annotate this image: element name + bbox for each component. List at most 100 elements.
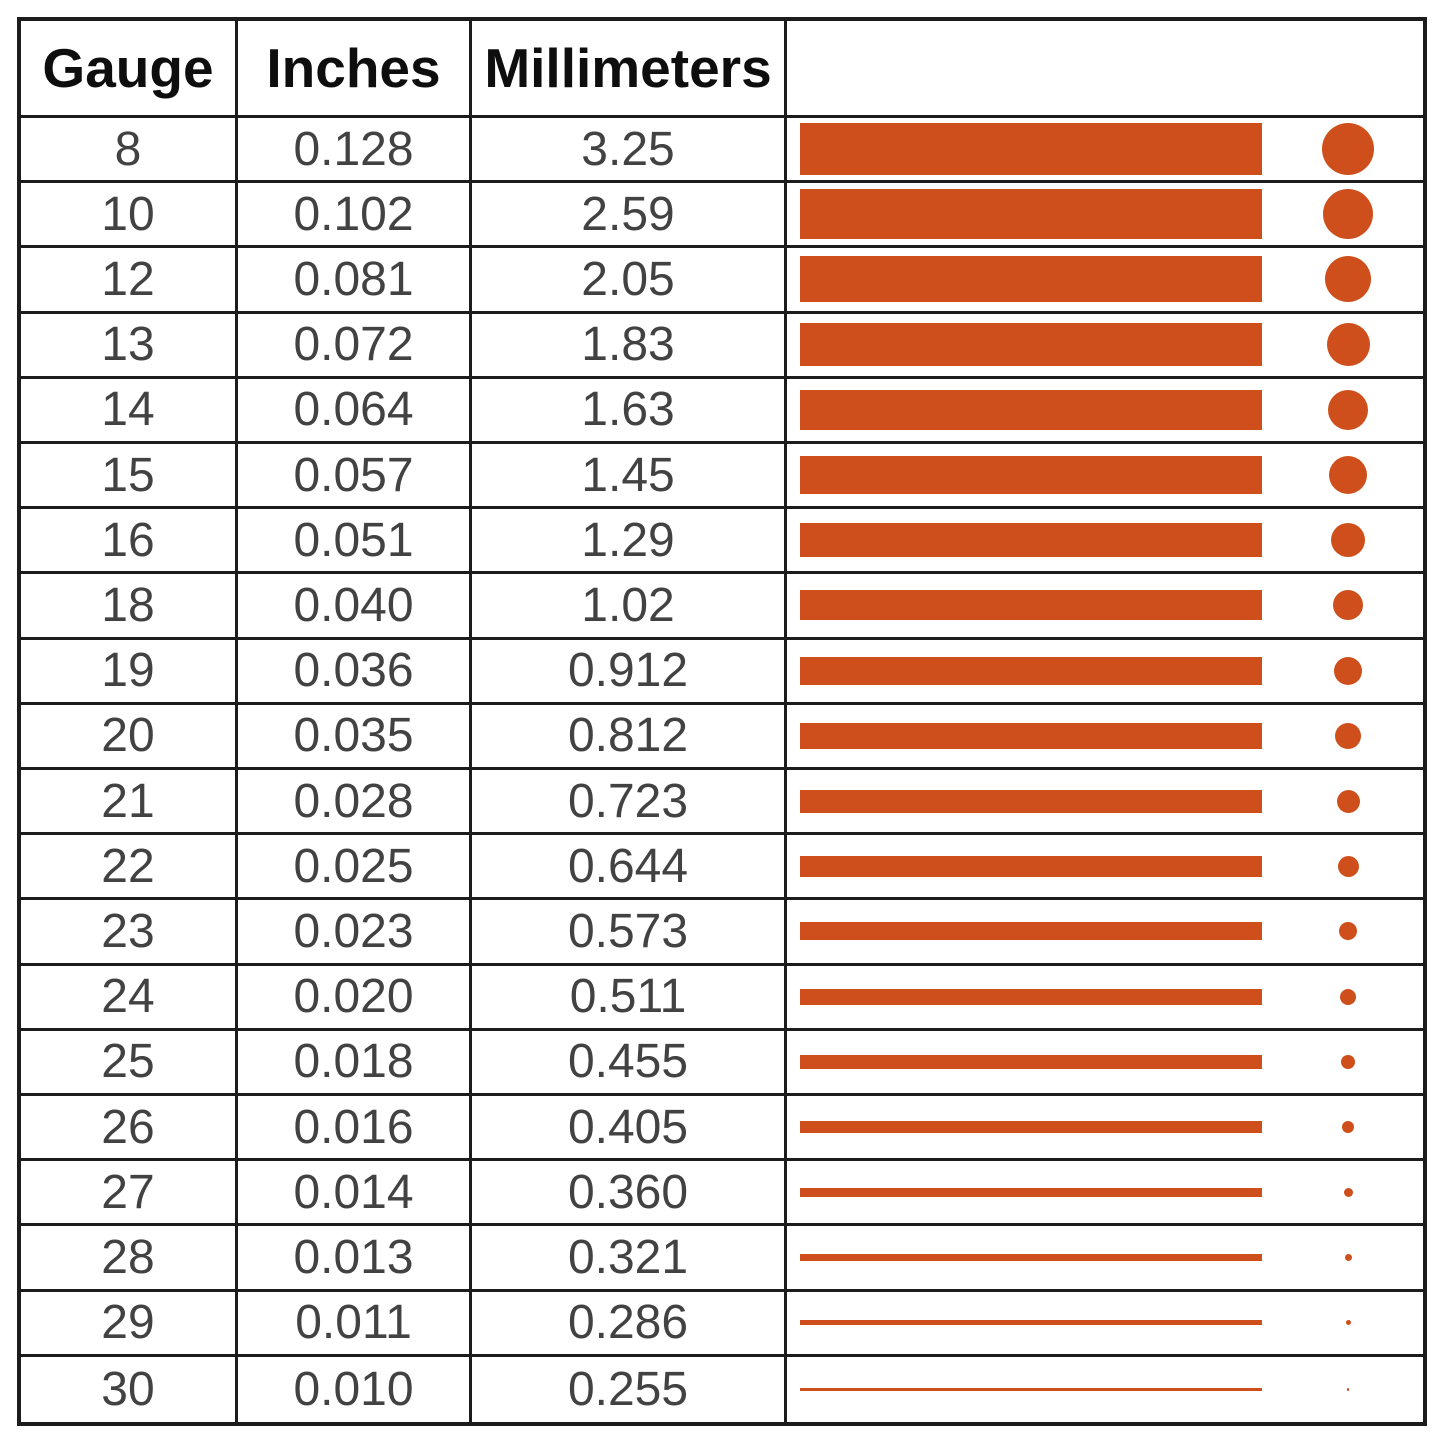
wire-dot-wrapper [1273, 509, 1423, 571]
wire-size-visual-cell [787, 183, 1423, 249]
wire-thickness-bar [800, 1320, 1262, 1326]
gauge-cell: 18 [21, 574, 238, 640]
inches-cell: 0.025 [238, 835, 472, 901]
wire-diameter-dot [1346, 1388, 1350, 1391]
wire-thickness-bar [800, 1054, 1262, 1069]
wire-size-visual-cell [787, 379, 1423, 444]
wire-diameter-dot [1341, 1054, 1355, 1069]
gauge-cell: 10 [21, 183, 238, 249]
wire-thickness-bar [800, 389, 1262, 430]
wire-size-visual-cell [787, 1292, 1423, 1357]
inches-cell: 0.051 [238, 509, 472, 575]
inches-cell: 0.072 [238, 313, 472, 379]
gauge-cell: 14 [21, 378, 238, 444]
wire-dot-wrapper [1273, 1357, 1423, 1422]
inches-cell: 0.014 [238, 1161, 472, 1227]
gauge-cell: 22 [21, 835, 238, 901]
wire-diameter-dot [1322, 123, 1374, 176]
inches-cell: 0.016 [238, 1095, 472, 1162]
millimeters-cell: 1.29 [472, 509, 787, 575]
wire-diameter-dot [1339, 922, 1357, 941]
millimeters-cell: 1.63 [472, 378, 787, 444]
gauge-cell: 15 [21, 443, 238, 510]
millimeters-cell: 1.45 [472, 443, 787, 510]
header-visual-blank [787, 21, 1423, 118]
wire-diameter-dot [1325, 256, 1371, 303]
header-gauge: Gauge [21, 21, 238, 118]
gauge-cell: 26 [21, 1095, 238, 1162]
wire-dot-wrapper [1273, 248, 1423, 310]
inches-cell: 0.036 [238, 639, 472, 705]
wire-dot-wrapper [1273, 966, 1423, 1028]
gauge-cell: 28 [21, 1226, 238, 1292]
wire-diameter-dot [1340, 988, 1356, 1005]
wire-diameter-dot [1344, 1253, 1352, 1261]
wire-dot-wrapper [1273, 1161, 1423, 1223]
wire-diameter-dot [1335, 722, 1361, 749]
gauge-cell: 30 [21, 1356, 238, 1422]
wire-thickness-bar [800, 456, 1262, 495]
millimeters-cell: 2.05 [472, 248, 787, 314]
wire-thickness-bar [800, 189, 1262, 240]
inches-cell: 0.064 [238, 378, 472, 444]
wire-size-visual-cell [787, 1226, 1423, 1292]
wire-thickness-bar [800, 1388, 1262, 1391]
wire-size-visual-cell [787, 705, 1423, 770]
inches-cell: 0.011 [238, 1291, 472, 1357]
wire-thickness-bar [800, 722, 1262, 749]
wire-dot-wrapper [1273, 314, 1423, 376]
millimeters-cell: 3.25 [472, 118, 787, 184]
millimeters-cell: 1.83 [472, 313, 787, 379]
millimeters-cell: 0.286 [472, 1291, 787, 1357]
millimeters-cell: 0.573 [472, 900, 787, 966]
wire-thickness-bar [800, 1187, 1262, 1197]
wire-dot-wrapper [1273, 118, 1423, 180]
gauge-cell: 25 [21, 1030, 238, 1096]
wire-size-visual-cell [787, 1031, 1423, 1096]
wire-size-visual-cell [787, 966, 1423, 1031]
millimeters-cell: 0.360 [472, 1161, 787, 1227]
inches-cell: 0.020 [238, 965, 472, 1031]
wire-thickness-bar [800, 1253, 1262, 1261]
inches-cell: 0.040 [238, 574, 472, 640]
gauge-cell: 19 [21, 639, 238, 705]
inches-cell: 0.128 [238, 118, 472, 184]
gauge-cell: 21 [21, 769, 238, 836]
wire-size-visual-cell [787, 444, 1423, 510]
wire-size-visual-cell [787, 574, 1423, 640]
wire-diameter-dot [1328, 389, 1368, 430]
wire-size-visual-cell [787, 1096, 1423, 1162]
wire-thickness-bar [800, 523, 1262, 558]
wire-size-visual-cell [787, 640, 1423, 705]
wire-diameter-dot [1345, 1320, 1351, 1326]
header-millimeters: Millimeters [472, 21, 787, 118]
wire-thickness-bar [800, 855, 1262, 877]
gauge-cell: 29 [21, 1291, 238, 1357]
inches-cell: 0.013 [238, 1226, 472, 1292]
gauge-cell: 16 [21, 509, 238, 575]
wire-diameter-dot [1333, 590, 1363, 621]
wire-thickness-bar [800, 323, 1262, 367]
wire-thickness-bar [800, 590, 1262, 621]
millimeters-cell: 0.511 [472, 965, 787, 1031]
wire-diameter-dot [1331, 523, 1365, 558]
millimeters-cell: 0.455 [472, 1030, 787, 1096]
gauge-cell: 13 [21, 313, 238, 379]
gauge-cell: 8 [21, 118, 238, 184]
inches-cell: 0.035 [238, 704, 472, 770]
gauge-cell: 20 [21, 704, 238, 770]
millimeters-cell: 0.321 [472, 1226, 787, 1292]
millimeters-cell: 2.59 [472, 183, 787, 249]
millimeters-cell: 0.255 [472, 1356, 787, 1422]
wire-thickness-bar [800, 922, 1262, 941]
wire-dot-wrapper [1273, 1226, 1423, 1288]
gauge-cell: 24 [21, 965, 238, 1031]
wire-dot-wrapper [1273, 1292, 1423, 1354]
wire-size-visual-cell [787, 314, 1423, 379]
wire-dot-wrapper [1273, 183, 1423, 245]
wire-dot-wrapper [1273, 1096, 1423, 1158]
header-inches: Inches [238, 21, 472, 118]
millimeters-cell: 0.644 [472, 835, 787, 901]
wire-size-visual-cell [787, 248, 1423, 314]
wire-diameter-dot [1343, 1187, 1353, 1197]
